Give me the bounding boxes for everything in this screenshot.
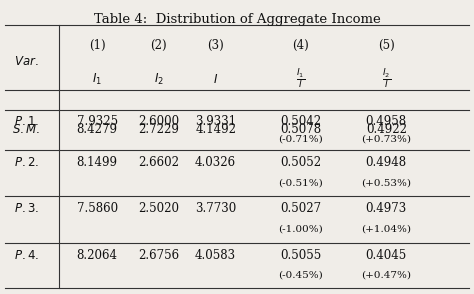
Text: (3): (3)	[207, 39, 224, 52]
Text: (4): (4)	[292, 39, 310, 52]
Text: $\frac{I_2}{I}$: $\frac{I_2}{I}$	[382, 68, 391, 91]
Text: 3.7730: 3.7730	[195, 202, 237, 215]
Text: 0.4958: 0.4958	[366, 115, 407, 128]
Text: (1): (1)	[89, 39, 106, 52]
Text: 0.4948: 0.4948	[366, 156, 407, 169]
Text: $\frac{I_1}{I}$: $\frac{I_1}{I}$	[296, 68, 306, 91]
Text: $Var.$: $Var.$	[14, 55, 38, 68]
Text: 2.6602: 2.6602	[138, 156, 179, 169]
Text: 7.9325: 7.9325	[77, 115, 118, 128]
Text: 4.1492: 4.1492	[195, 123, 236, 136]
Text: (-1.00%): (-1.00%)	[279, 225, 323, 234]
Text: $I_2$: $I_2$	[154, 72, 164, 87]
Text: 0.5027: 0.5027	[281, 202, 321, 215]
Text: $I$: $I$	[213, 73, 218, 86]
Text: (+0.73%): (+0.73%)	[361, 134, 411, 143]
Text: 0.4045: 0.4045	[365, 249, 407, 262]
Text: 2.5020: 2.5020	[138, 202, 179, 215]
Text: $P.2.$: $P.2.$	[14, 156, 38, 169]
Text: 2.6756: 2.6756	[138, 249, 179, 262]
Text: (2): (2)	[150, 39, 167, 52]
Text: 4.0583: 4.0583	[195, 249, 236, 262]
Text: (-0.45%): (-0.45%)	[279, 270, 323, 279]
Text: 4.0326: 4.0326	[195, 156, 236, 169]
Text: (+0.53%): (+0.53%)	[361, 178, 411, 187]
Text: 0.5055: 0.5055	[280, 249, 322, 262]
Text: 0.5052: 0.5052	[281, 156, 321, 169]
Text: 7.5860: 7.5860	[77, 202, 118, 215]
Text: (-0.51%): (-0.51%)	[279, 178, 323, 187]
Text: 0.5078: 0.5078	[281, 123, 321, 136]
Text: 8.1499: 8.1499	[77, 156, 118, 169]
Text: $I_1$: $I_1$	[92, 72, 102, 87]
Text: 8.4279: 8.4279	[77, 123, 118, 136]
Text: (+1.04%): (+1.04%)	[361, 225, 411, 234]
Text: Table 4:  Distribution of Aggregate Income: Table 4: Distribution of Aggregate Incom…	[94, 13, 380, 26]
Text: $S.M.$: $S.M.$	[12, 123, 40, 136]
Text: 2.6000: 2.6000	[138, 115, 179, 128]
Text: 3.9331: 3.9331	[195, 115, 236, 128]
Text: $P.4.$: $P.4.$	[14, 249, 38, 262]
Text: $P.1.$: $P.1.$	[14, 115, 38, 128]
Text: 0.4973: 0.4973	[365, 202, 407, 215]
Text: 2.7229: 2.7229	[138, 123, 179, 136]
Text: (5): (5)	[378, 39, 395, 52]
Text: $P.3.$: $P.3.$	[14, 202, 38, 215]
Text: 8.2064: 8.2064	[77, 249, 118, 262]
Text: (+0.47%): (+0.47%)	[361, 270, 411, 279]
Text: 0.4922: 0.4922	[366, 123, 407, 136]
Text: (-0.71%): (-0.71%)	[279, 134, 323, 143]
Text: 0.5042: 0.5042	[281, 115, 321, 128]
